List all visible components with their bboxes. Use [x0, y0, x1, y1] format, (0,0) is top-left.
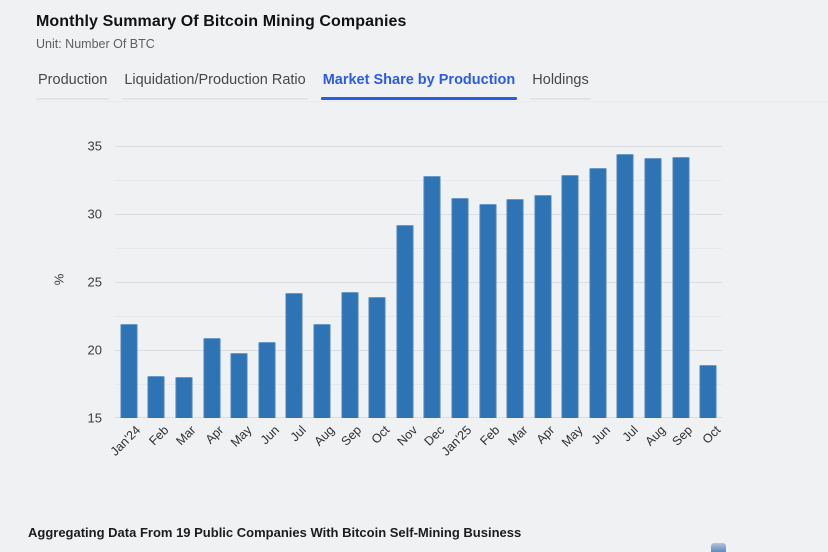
bar-slot: May: [225, 146, 254, 450]
bar-slot: Aug: [639, 146, 668, 449]
plot-area: Jan'24 Feb Mar Apr May Jun Jul Aug Sep Oct Nov Dec J…: [108, 146, 723, 459]
x-tick-label: May: [227, 423, 255, 450]
bar-apr-15[interactable]: [534, 194, 552, 418]
x-tick-label: Jan'24: [108, 423, 144, 459]
gridline-minor: [115, 316, 722, 317]
x-tick-label: Jul: [619, 423, 641, 445]
x-tick-label: Jun: [588, 423, 613, 448]
gridline-minor: [115, 384, 722, 385]
x-tick-label: Aug: [642, 423, 668, 449]
x-tick-label: Aug: [311, 423, 337, 449]
x-tick-label: Mar: [504, 423, 531, 449]
bar-slot: Nov: [391, 146, 420, 449]
x-tick-label: Apr: [202, 423, 227, 447]
x-tick-label: Feb: [477, 423, 503, 449]
bar-slot: Jul: [281, 146, 309, 444]
bar-may-16[interactable]: [561, 174, 579, 418]
bar-mar-2[interactable]: [175, 377, 193, 418]
bar-apr-3[interactable]: [203, 337, 221, 418]
bar-dec-11[interactable]: [423, 175, 441, 418]
corner-glyph-icon: [711, 543, 726, 552]
tab-production[interactable]: Production: [36, 72, 110, 100]
x-tick-label: Apr: [533, 423, 558, 447]
bar-jul-6[interactable]: [285, 292, 303, 418]
page-title: Monthly Summary Of Bitcoin Mining Compan…: [36, 13, 407, 30]
bar-aug-7[interactable]: [313, 324, 331, 418]
x-tick-label: Feb: [146, 423, 172, 449]
y-axis-title: %: [51, 273, 67, 286]
bar-slot: Jun: [253, 146, 282, 447]
bar-mar-14[interactable]: [506, 199, 524, 418]
tab-liquidation-production-ratio[interactable]: Liquidation/Production Ratio: [122, 72, 309, 100]
page-subtitle: Unit: Number Of BTC: [36, 37, 155, 51]
bar-jun-17[interactable]: [589, 167, 607, 418]
x-tick-label: Sep: [669, 423, 696, 449]
x-tick-label: Jul: [288, 423, 310, 445]
bar-slot: Feb: [143, 146, 171, 448]
bar-may-4[interactable]: [230, 352, 248, 418]
bar-jan24-0[interactable]: [120, 324, 138, 418]
bar-slot: Mar: [501, 146, 530, 448]
y-tick-label: 30: [87, 206, 102, 222]
gridline-major: [115, 417, 722, 418]
bar-feb-13[interactable]: [479, 204, 497, 418]
gridline-minor: [115, 180, 722, 181]
bar-slot: Mar: [170, 146, 199, 448]
x-tick-label: Oct: [699, 423, 724, 447]
bar-slot: Dec: [419, 146, 447, 449]
bar-oct-9[interactable]: [368, 296, 386, 418]
y-tick-label: 25: [87, 274, 102, 290]
bar-jul-18[interactable]: [616, 154, 634, 418]
tab-divider: [36, 101, 828, 102]
bar-slot: Sep: [667, 146, 696, 449]
gridlines: [115, 146, 722, 418]
bar-slot: Apr: [198, 146, 226, 447]
bar-slot: Jan'25: [439, 146, 475, 459]
tab-bar: Production Liquidation/Production Ratio Ma…: [36, 72, 592, 100]
tab-market-share-by-production[interactable]: Market Share by Production: [320, 72, 518, 100]
bar-slot: Jul: [612, 146, 640, 444]
gridline-major: [115, 146, 722, 147]
gridline-minor: [115, 248, 722, 249]
bar-jan25-12[interactable]: [451, 197, 469, 418]
x-tick-label: Jan'25: [439, 423, 475, 459]
x-tick-label: Mar: [173, 423, 199, 449]
bar-aug-19[interactable]: [644, 158, 662, 418]
x-tick-label: Nov: [394, 423, 420, 449]
tab-holdings[interactable]: Holdings: [530, 72, 592, 100]
bar-slot: Oct: [363, 146, 392, 447]
bar-slot: Sep: [336, 146, 364, 449]
y-tick-label: 20: [87, 342, 102, 358]
source-note: Aggregating Data From 19 Public Companie…: [28, 525, 522, 540]
bar-slot: Jun: [584, 146, 613, 447]
y-axis-ticks: 35 30 25 20 15: [70, 139, 102, 426]
x-tick-label: Oct: [368, 423, 393, 447]
bar-slot: Aug: [308, 146, 337, 449]
bar-sep-8[interactable]: [341, 291, 359, 418]
bars-layer: Jan'24 Feb Mar Apr May Jun Jul Aug Sep Oct Nov Dec J…: [108, 146, 723, 459]
x-tick-label: Jun: [257, 423, 282, 448]
bar-sep-20[interactable]: [672, 156, 690, 418]
gridline-major: [115, 282, 722, 283]
bar-slot: Feb: [474, 146, 502, 448]
bar-feb-1[interactable]: [147, 375, 165, 418]
x-tick-label: May: [558, 423, 586, 450]
y-tick-label: 15: [87, 410, 102, 426]
bar-oct-21[interactable]: [699, 364, 717, 418]
bar-slot: Jan'24: [108, 146, 144, 459]
y-tick-label: 35: [87, 138, 102, 154]
bar-slot: May: [557, 146, 585, 450]
gridline-major: [115, 350, 722, 351]
gridline-major: [115, 214, 722, 215]
bar-slot: Apr: [529, 146, 558, 447]
bar-jun-5[interactable]: [258, 341, 276, 418]
bar-nov-10[interactable]: [396, 224, 414, 418]
x-tick-label: Sep: [338, 423, 365, 449]
bar-slot: Oct: [694, 146, 723, 447]
